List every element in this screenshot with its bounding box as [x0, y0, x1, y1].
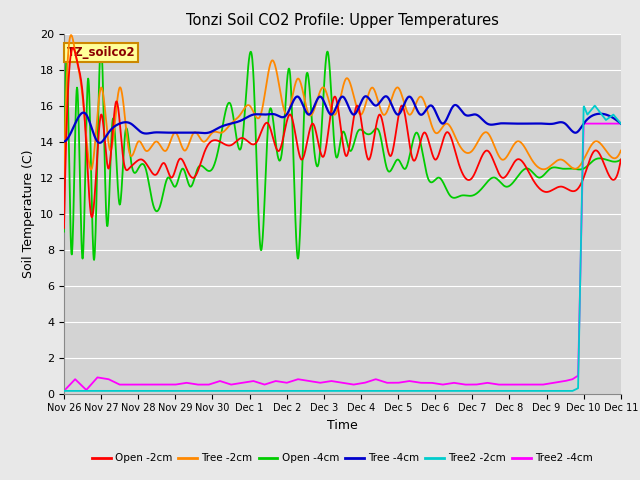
Text: TZ_soilco2: TZ_soilco2 [67, 46, 136, 59]
X-axis label: Time: Time [327, 419, 358, 432]
Y-axis label: Soil Temperature (C): Soil Temperature (C) [22, 149, 35, 278]
Title: Tonzi Soil CO2 Profile: Upper Temperatures: Tonzi Soil CO2 Profile: Upper Temperatur… [186, 13, 499, 28]
Legend: Open -2cm, Tree -2cm, Open -4cm, Tree -4cm, Tree2 -2cm, Tree2 -4cm: Open -2cm, Tree -2cm, Open -4cm, Tree -4… [88, 449, 597, 468]
